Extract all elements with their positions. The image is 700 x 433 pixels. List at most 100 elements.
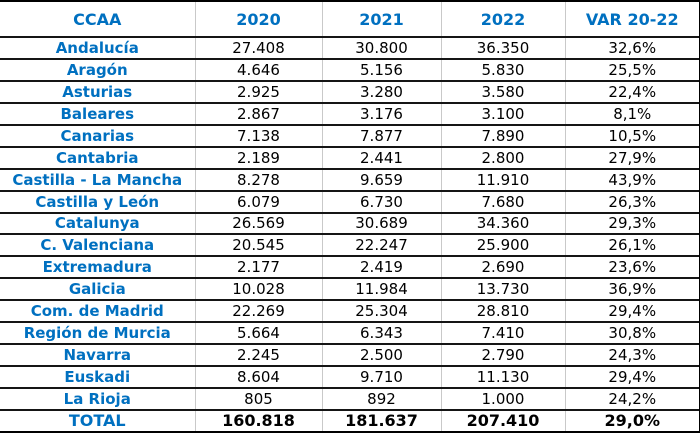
- value-cell: 7.890: [440, 124, 565, 147]
- value-cell: 32,6%: [564, 37, 700, 59]
- table-row: Catalunya 26.569 30.689 34.360 29,3%: [0, 212, 700, 235]
- region-name: C. Valenciana: [40, 236, 155, 255]
- value-cell: 25,5%: [564, 58, 700, 81]
- table-row: Cantabria 2.189 2.441 2.800 27,9%: [0, 146, 700, 169]
- table-row: Castilla y León 6.079 6.730 7.680 26,3%: [0, 190, 700, 213]
- table-row: La Rioja 805 892 1.000 24,2%: [0, 388, 700, 410]
- region-name: Asturias: [62, 82, 133, 101]
- total-row: TOTAL 160.818 181.637 207.410 29,0%: [0, 409, 700, 432]
- value-cell: 6.730: [321, 190, 441, 213]
- value-cell: 23,6%: [564, 256, 700, 279]
- column-header-2022: 2022: [440, 1, 565, 37]
- value-cell: 36,9%: [564, 278, 700, 301]
- value-cell: 22,4%: [564, 80, 700, 103]
- value-cell: 7.138: [194, 124, 322, 147]
- value-cell: 1.000: [440, 388, 565, 410]
- value-cell: 27,9%: [564, 146, 700, 169]
- value-cell: 6.343: [321, 322, 441, 345]
- region-name: Canarias: [60, 126, 135, 145]
- value-cell: 28.810: [440, 300, 565, 323]
- value-cell: 29,3%: [564, 212, 700, 235]
- region-name: Galicia: [68, 280, 126, 299]
- value-cell: 7.877: [321, 124, 441, 147]
- table-row: Baleares 2.867 3.176 3.100 8,1%: [0, 102, 700, 125]
- table-row: Euskadi 8.604 9.710 11.130 29,4%: [0, 366, 700, 388]
- value-cell: 27.408: [194, 37, 322, 59]
- value-cell: 22.247: [321, 234, 441, 257]
- value-cell: 22.269: [194, 300, 322, 323]
- region-name: Cantabria: [56, 148, 139, 167]
- value-cell: 2.441: [321, 146, 441, 169]
- value-cell: 7.680: [440, 190, 565, 213]
- table-row: Castilla - La Mancha 8.278 9.659 11.910 43,9…: [0, 168, 700, 191]
- table-row: Extremadura 2.177 2.419 2.690 23,6%: [0, 256, 700, 279]
- value-cell: 7.410: [440, 322, 565, 345]
- value-cell: 2.690: [440, 256, 565, 279]
- table-row: Galicia 10.028 11.984 13.730 36,9%: [0, 278, 700, 301]
- value-cell: 11.984: [321, 278, 441, 301]
- table-header: CCAA 2020 2021 2022 VAR 20-22: [0, 1, 700, 37]
- value-cell: 36.350: [440, 37, 565, 59]
- region-name: Com. de Madrid: [30, 302, 164, 321]
- region-name: Castilla - La Mancha: [12, 170, 183, 189]
- value-cell: 26.569: [194, 212, 322, 235]
- region-name: Navarra: [63, 346, 132, 365]
- value-cell: 2.500: [321, 344, 441, 367]
- value-cell: 26,3%: [564, 190, 700, 213]
- column-header-2020: 2020: [194, 1, 322, 37]
- region-name: Baleares: [60, 104, 135, 123]
- value-cell: 24,3%: [564, 344, 700, 367]
- value-cell: 3.176: [321, 102, 441, 125]
- value-cell: 30.689: [321, 212, 441, 235]
- table-row: Andalucía 27.408 30.800 36.350 32,6%: [0, 37, 700, 59]
- value-cell: 2.419: [321, 256, 441, 279]
- value-cell: 4.646: [194, 58, 322, 81]
- value-cell: 207.410: [440, 409, 565, 432]
- value-cell: 34.360: [440, 212, 565, 235]
- table-row: Navarra 2.245 2.500 2.790 24,3%: [0, 344, 700, 367]
- value-cell: 29,4%: [564, 300, 700, 323]
- value-cell: 3.280: [321, 80, 441, 103]
- region-name: Castilla y León: [35, 192, 160, 211]
- value-cell: 5.830: [440, 58, 565, 81]
- table-row: Com. de Madrid 22.269 25.304 28.810 29,4%: [0, 300, 700, 323]
- region-name: Andalucía: [55, 38, 139, 57]
- value-cell: 8.604: [194, 366, 322, 388]
- value-cell: 2.177: [194, 256, 322, 279]
- value-cell: 8.278: [194, 168, 322, 191]
- value-cell: 3.580: [440, 80, 565, 103]
- total-label: TOTAL: [68, 411, 126, 431]
- value-cell: 2.925: [194, 80, 322, 103]
- table-row: Canarias 7.138 7.877 7.890 10,5%: [0, 124, 700, 147]
- value-cell: 160.818: [194, 409, 322, 432]
- value-cell: 9.710: [321, 366, 441, 388]
- value-cell: 20.545: [194, 234, 322, 257]
- value-cell: 9.659: [321, 168, 441, 191]
- value-cell: 892: [321, 388, 441, 410]
- table-row: Región de Murcia 5.664 6.343 7.410 30,8%: [0, 322, 700, 345]
- value-cell: 2.800: [440, 146, 565, 169]
- value-cell: 181.637: [321, 409, 441, 432]
- region-name: Región de Murcia: [23, 324, 171, 343]
- value-cell: 30,8%: [564, 322, 700, 345]
- region-name: Euskadi: [64, 368, 131, 387]
- region-name: Aragón: [66, 60, 128, 79]
- table-row: C. Valenciana 20.545 22.247 25.900 26,1%: [0, 234, 700, 257]
- table-row: Aragón 4.646 5.156 5.830 25,5%: [0, 58, 700, 81]
- value-cell: 5.156: [321, 58, 441, 81]
- value-cell: 5.664: [194, 322, 322, 345]
- value-cell: 29,0%: [564, 409, 700, 432]
- value-cell: 3.100: [440, 102, 565, 125]
- column-header-var-20-22: VAR 20-22: [564, 1, 700, 37]
- value-cell: 24,2%: [564, 388, 700, 410]
- value-cell: 10,5%: [564, 124, 700, 147]
- header-row: CCAA 2020 2021 2022 VAR 20-22: [0, 1, 700, 37]
- value-cell: 2.245: [194, 344, 322, 367]
- value-cell: 13.730: [440, 278, 565, 301]
- value-cell: 8,1%: [564, 102, 700, 125]
- table-row: Asturias 2.925 3.280 3.580 22,4%: [0, 80, 700, 103]
- value-cell: 29,4%: [564, 366, 700, 388]
- region-name: Catalunya: [54, 214, 140, 233]
- value-cell: 2.790: [440, 344, 565, 367]
